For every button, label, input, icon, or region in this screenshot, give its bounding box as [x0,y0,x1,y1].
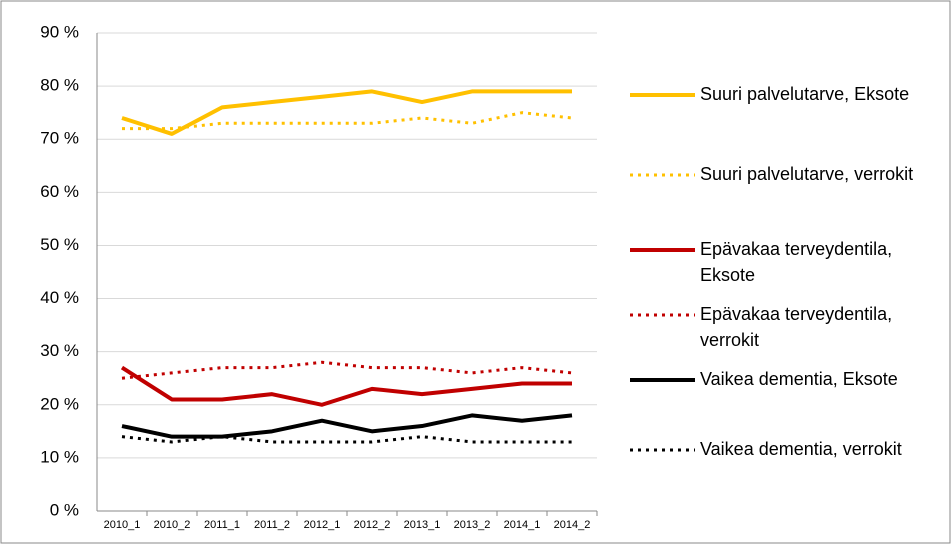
y-tick-label: 40 % [40,288,79,307]
y-tick-label: 80 % [40,76,79,95]
legend-label: Vaikea dementia, Eksote [700,369,898,389]
series-line [120,365,572,407]
x-tick-label: 2010_1 [104,519,141,531]
x-tick-label: 2011_1 [204,519,240,531]
y-tick-label: 30 % [40,341,79,360]
legend-item: Vaikea dementia, Eksote [700,369,898,389]
x-tick-label: 2014_2 [554,519,591,531]
x-tick-label: 2010_2 [154,519,191,531]
y-tick-label: 70 % [40,129,79,148]
x-tick-label: 2013_2 [454,519,491,531]
y-tick-label: 90 % [40,22,79,41]
y-tick-label: 50 % [40,235,79,254]
legend-item: Suuri palvelutarve, verrokit [700,164,914,184]
legend-label: Suuri palvelutarve, verrokit [700,164,914,184]
x-tick-label: 2012_2 [354,519,391,531]
legend-label: Epävakaa terveydentila, Eksote [700,239,893,285]
series-line [121,89,572,136]
legend-label: Vaikea dementia, verrokit [700,439,902,459]
legend-item: Suuri palvelutarve, Eksote [700,84,910,104]
legend-label: Epävakaa terveydentila, verrokit [700,304,893,350]
legend-item: Vaikea dementia, verrokit [700,439,902,459]
x-tick-label: 2014_1 [504,519,541,531]
y-tick-label: 0 % [50,500,79,519]
legend-label: Suuri palvelutarve, Eksote [700,84,910,104]
series-line [121,413,573,439]
series-line [121,360,573,380]
x-tick-label: 2011_2 [254,519,290,531]
x-tick-label: 2013_1 [404,519,441,531]
y-tick-label: 20 % [40,394,79,413]
series-line [121,435,572,444]
series-line [122,111,573,131]
x-tick-label: 2012_1 [304,519,341,531]
legend-item: Epävakaa terveydentila, verrokit [700,304,893,350]
legend-item: Epävakaa terveydentila, Eksote [700,239,893,285]
y-tick-label: 60 % [40,182,79,201]
y-tick-label: 10 % [40,447,79,466]
